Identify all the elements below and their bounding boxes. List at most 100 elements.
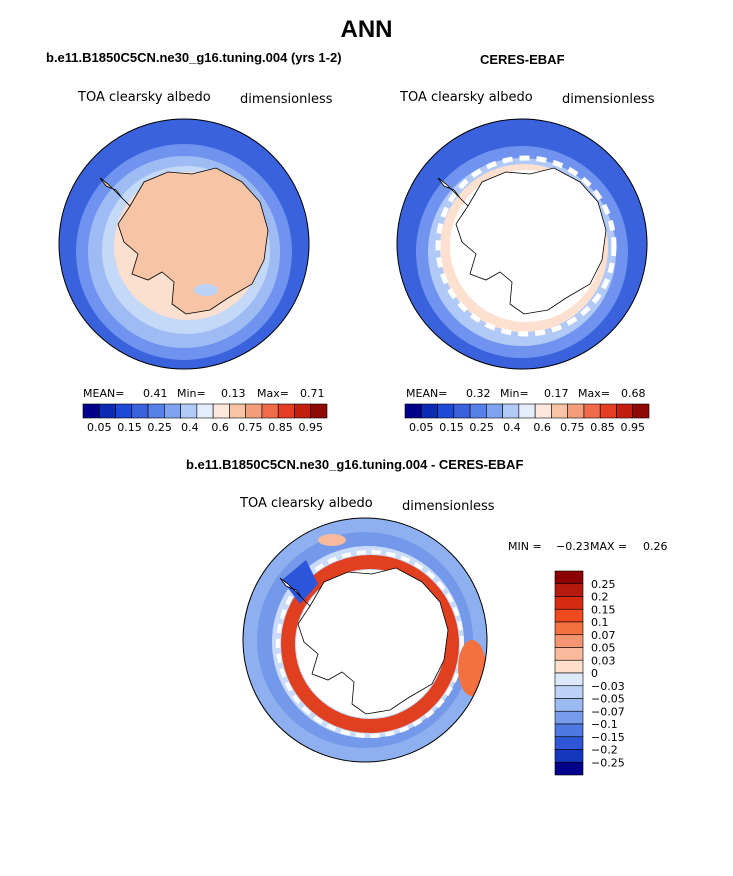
panel-1-min-value: 0.13 <box>221 387 246 400</box>
panel-1-mean-label: MEAN= <box>83 387 125 400</box>
panel-2-colorbar-tick-label: 0.85 <box>590 421 615 434</box>
panel-1-colorbar-box <box>261 403 279 419</box>
panel-1-colorbar-box <box>294 403 312 419</box>
panel-2-colorbar-tick-label: 0.6 <box>533 421 551 434</box>
panel-2-colorbar-box <box>453 403 471 419</box>
panel-2-colorbar-box <box>420 403 438 419</box>
panel-2-colorbar-box <box>551 403 568 419</box>
panel-2-colorbar-box <box>599 403 617 419</box>
panel-3-colorbar-box <box>554 621 584 636</box>
panel-3-colorbar-box <box>554 761 584 776</box>
panel-1-colorbar-box <box>212 403 230 419</box>
panel-3-colorbar-tick-label: −0.25 <box>591 756 625 769</box>
panel-3-colorbar-box <box>554 736 584 750</box>
panel-3-colorbar-box <box>554 723 584 738</box>
panel-3-colorbar-box <box>554 710 584 725</box>
panel-2-variable-label: TOA clearsky albedo <box>400 90 533 105</box>
panel-3-min-label: MIN = <box>508 540 542 553</box>
panel-3-colorbar-box <box>554 570 584 585</box>
panel-3-min-value: −0.23 <box>556 540 590 553</box>
panel-3-max-value: 0.26 <box>643 540 668 553</box>
panel-2-units-label: dimensionless <box>562 92 655 107</box>
panel-3-title: b.e11.B1850C5CN.ne30_g16.tuning.004 - CE… <box>186 457 524 472</box>
panel-3-units-label: dimensionless <box>402 499 495 514</box>
panel-1-colorbar-box <box>310 403 328 419</box>
panel-3-colorbar-tick-label: 0.07 <box>591 629 616 642</box>
panel-2-colorbar-box <box>486 403 503 419</box>
panel-2-mean-label: MEAN= <box>406 387 448 400</box>
panel-2-colorbar-box <box>502 403 520 419</box>
panel-3-colorbar-box <box>554 596 584 610</box>
panel-2-colorbar-box <box>437 403 455 419</box>
panel-2-colorbar-tick-label: 0.4 <box>503 421 521 434</box>
figure-title: ANN <box>340 16 393 43</box>
panel-1-colorbar-tick-label: 0.05 <box>87 421 112 434</box>
panel-1-colorbar-box <box>82 403 100 419</box>
panel-1-colorbar-tick-label: 0.6 <box>211 421 229 434</box>
panel-1-colorbar-box <box>245 403 263 419</box>
panel-2-colorbar-tick-label: 0.15 <box>439 421 464 434</box>
panel-3-colorbar-tick-label: −0.05 <box>591 693 625 706</box>
panel-1-colorbar-tick-label: 0.95 <box>298 421 323 434</box>
panel-2-colorbar-box <box>518 403 536 419</box>
panel-1-colorbar-box <box>164 403 181 419</box>
panel-1-mean-value: 0.41 <box>143 387 168 400</box>
panel-3-colorbar-box <box>554 659 584 674</box>
panel-1-colorbar-box <box>115 403 133 419</box>
panel-2-min-value: 0.17 <box>544 387 569 400</box>
panel-1-colorbar-tick-label: 0.15 <box>117 421 142 434</box>
panel-1-colorbar-tick-label: 0.85 <box>268 421 293 434</box>
panel-3-colorbar-box <box>554 685 584 699</box>
panel-2-colorbar-box <box>469 403 487 419</box>
panel-1-max-value: 0.71 <box>300 387 325 400</box>
panel-3-colorbar-tick-label: 0 <box>591 667 598 680</box>
panel-2-title: CERES-EBAF <box>480 52 565 67</box>
panel-3-colorbar-box <box>554 583 584 597</box>
panel-3-colorbar-box <box>554 672 584 687</box>
panel-3-colorbar-box <box>554 647 584 661</box>
panel-2-min-label: Min= <box>500 387 529 400</box>
panel-3-colorbar-tick-label: −0.1 <box>591 718 618 731</box>
panel-2-colorbar-box <box>583 403 601 419</box>
panel-3-max-label: MAX = <box>590 540 628 553</box>
panel-1-colorbar-box <box>131 403 149 419</box>
panel-1-title: b.e11.B1850C5CN.ne30_g16.tuning.004 (yrs… <box>46 50 342 65</box>
panel-1-colorbar-tick-label: 0.25 <box>147 421 172 434</box>
panel-3-colorbar-tick-label: 0.1 <box>591 616 609 629</box>
panel-2-colorbar-tick-label: 0.75 <box>560 421 585 434</box>
panel-2-max-value: 0.68 <box>621 387 646 400</box>
panel-2-map <box>396 118 648 370</box>
panel-1-max-label: Max= <box>257 387 289 400</box>
panel-3-colorbar-box <box>554 608 584 623</box>
panel-3-colorbar-tick-label: −0.07 <box>591 705 625 718</box>
panel-1-colorbar-box <box>229 403 246 419</box>
panel-2-colorbar-tick-label: 0.95 <box>620 421 645 434</box>
panel-3-colorbar-tick-label: 0.05 <box>591 642 616 655</box>
panel-3-map <box>242 517 488 763</box>
panel-2-colorbar-box <box>567 403 585 419</box>
panel-2-colorbar-box <box>404 403 422 419</box>
panel-1-colorbar-tick-label: 0.4 <box>181 421 199 434</box>
panel-3-colorbar-tick-label: 0.2 <box>591 591 609 604</box>
panel-3-colorbar-tick-label: −0.2 <box>591 744 618 757</box>
panel-2-colorbar-box <box>632 403 650 419</box>
panel-1-colorbar-box <box>147 403 165 419</box>
panel-1-colorbar-box <box>98 403 116 419</box>
panel-3-colorbar-tick-label: 0.15 <box>591 603 616 616</box>
panel-2-colorbar-box <box>616 403 634 419</box>
panel-1-map <box>58 118 310 370</box>
panel-2-mean-value: 0.32 <box>466 387 491 400</box>
panel-1-min-label: Min= <box>177 387 206 400</box>
panel-2-colorbar-box <box>534 403 552 419</box>
panel-1-variable-label: TOA clearsky albedo <box>78 90 211 105</box>
panel-3-colorbar-tick-label: −0.15 <box>591 731 625 744</box>
panel-1-colorbar-tick-label: 0.75 <box>238 421 263 434</box>
panel-1-units-label: dimensionless <box>240 92 333 107</box>
panel-1-colorbar-box <box>277 403 295 419</box>
panel-3-colorbar-tick-label: 0.03 <box>591 654 616 667</box>
panel-3-colorbar-tick-label: 0.25 <box>591 578 616 591</box>
panel-3-colorbar-box <box>554 698 584 712</box>
panel-2-colorbar-tick-label: 0.25 <box>469 421 494 434</box>
panel-3-colorbar-tick-label: −0.03 <box>591 680 625 693</box>
